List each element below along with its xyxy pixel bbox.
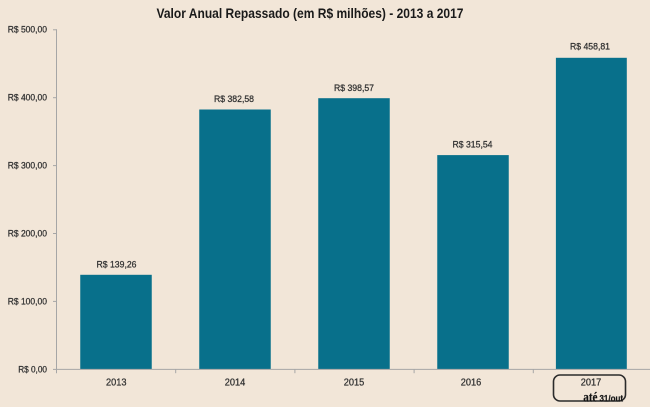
svg-text:Valor Anual Repassado (em R$ m: Valor Anual Repassado (em R$ milhões) - …: [157, 5, 464, 21]
svg-text:R$ 315,54: R$ 315,54: [453, 140, 493, 151]
svg-text:R$ 400,00: R$ 400,00: [8, 93, 47, 104]
svg-text:R$ 458,81: R$ 458,81: [570, 42, 610, 53]
svg-text:2017: 2017: [581, 377, 602, 389]
svg-text:2014: 2014: [225, 377, 246, 389]
svg-text:31/out: 31/out: [600, 393, 624, 403]
svg-text:2016: 2016: [461, 377, 482, 389]
svg-text:R$ 139,26: R$ 139,26: [97, 259, 137, 270]
svg-text:R$ 100,00: R$ 100,00: [8, 296, 47, 307]
svg-text:2015: 2015: [344, 377, 365, 389]
svg-text:R$ 398,57: R$ 398,57: [334, 83, 374, 94]
svg-text:R$ 200,00: R$ 200,00: [8, 228, 47, 239]
svg-text:R$ 300,00: R$ 300,00: [8, 161, 47, 172]
svg-text:R$ 0,00: R$ 0,00: [18, 364, 47, 375]
svg-text:R$ 382,58: R$ 382,58: [214, 94, 254, 105]
svg-text:até: até: [583, 389, 597, 404]
svg-text:2013: 2013: [106, 377, 127, 389]
svg-text:R$ 500,00: R$ 500,00: [8, 25, 47, 36]
